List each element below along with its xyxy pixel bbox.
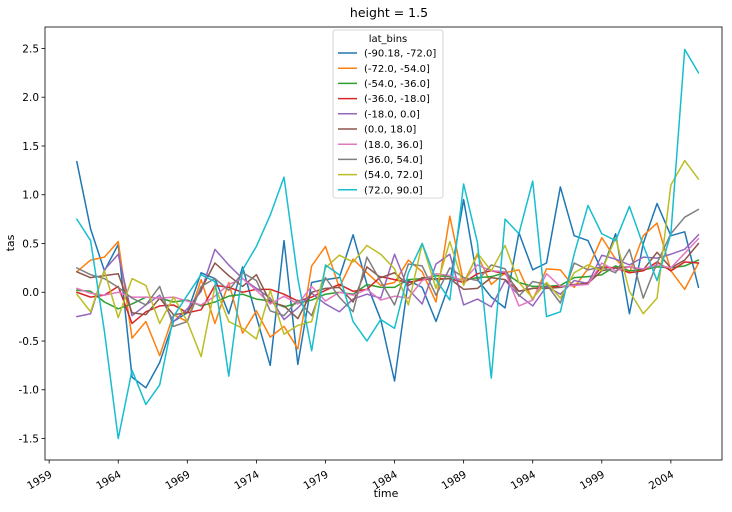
legend-label: (72.0, 90.0] (364, 185, 423, 196)
y-tick-label: 2.5 (22, 43, 39, 55)
legend-label: (-90.18, -72.0] (364, 49, 436, 60)
y-tick-label: -0.5 (19, 336, 40, 348)
x-axis: 1959 1964 1969 1974 1979 1984 1989 1994 1999 2004 (25, 460, 676, 492)
y-tick-label: -1.5 (19, 433, 40, 445)
y-axis-label: tas (4, 234, 17, 251)
y-tick-label: 1.0 (22, 190, 39, 202)
y-tick-label: 0.5 (22, 238, 39, 250)
x-tick-label: 1979 (301, 469, 330, 493)
legend-label: (-72.0, -54.0] (364, 64, 430, 75)
legend-box (332, 29, 444, 199)
legend-items: (-90.18, -72.0] (-72.0, -54.0] (-54.0, -36… (338, 49, 436, 196)
legend-label: (18.0, 36.0] (364, 140, 423, 151)
y-tick-label: 2.0 (22, 92, 39, 104)
legend: lat_bins (-90.18, -72.0](-72.0, -54.0](-… (332, 29, 444, 199)
legend-label: (-36.0, -18.0] (364, 94, 430, 105)
series-line-8 (76, 159, 700, 358)
y-axis: -1.5 -1.0 -0.5 0.0 0.5 1.0 1.5 2.0 2.5 (19, 43, 45, 445)
x-tick-label: 2004 (647, 468, 676, 492)
chart-title: height = 1.5 (350, 5, 428, 20)
x-tick-label: 1959 (25, 469, 54, 493)
series-line-9 (76, 48, 700, 440)
y-tick-label: 1.5 (22, 141, 39, 153)
series-line-5 (76, 242, 700, 320)
series-line-0 (76, 160, 700, 389)
series-line-4 (76, 233, 700, 323)
legend-label: (0.0, 18.0] (364, 125, 416, 136)
series-line-6 (76, 237, 700, 307)
x-tick-label: 1999 (578, 469, 607, 493)
x-tick-label: 1969 (163, 469, 192, 493)
legend-label: (54.0, 72.0] (364, 170, 423, 181)
x-tick-label: 1974 (232, 468, 261, 492)
x-tick-label: 1994 (509, 468, 538, 492)
legend-label: (36.0, 54.0] (364, 155, 423, 166)
y-tick-label: -1.0 (19, 385, 40, 397)
series-line-1 (76, 215, 700, 357)
legend-title: lat_bins (369, 34, 408, 45)
x-axis-label: time (374, 487, 399, 500)
x-tick-label: 1964 (94, 468, 123, 492)
series-lines (76, 48, 700, 440)
legend-label: (-54.0, -36.0] (364, 79, 430, 90)
legend-label: (-18.0, 0.0] (364, 109, 420, 120)
y-tick-label: 0.0 (22, 287, 39, 299)
x-tick-label: 1989 (440, 469, 469, 493)
